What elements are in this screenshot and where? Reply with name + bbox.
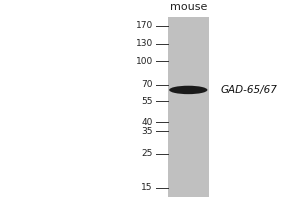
- Ellipse shape: [169, 86, 207, 94]
- Text: GAD-65/67: GAD-65/67: [221, 85, 278, 95]
- Text: 15: 15: [141, 183, 153, 192]
- Text: 100: 100: [136, 57, 153, 66]
- Text: 70: 70: [141, 80, 153, 89]
- Text: 35: 35: [141, 127, 153, 136]
- Bar: [168, 17, 209, 197]
- Text: mouse: mouse: [169, 2, 207, 12]
- Text: 55: 55: [141, 97, 153, 106]
- Text: 25: 25: [142, 149, 153, 158]
- Text: 130: 130: [136, 39, 153, 48]
- Text: 40: 40: [142, 118, 153, 127]
- Text: 170: 170: [136, 21, 153, 30]
